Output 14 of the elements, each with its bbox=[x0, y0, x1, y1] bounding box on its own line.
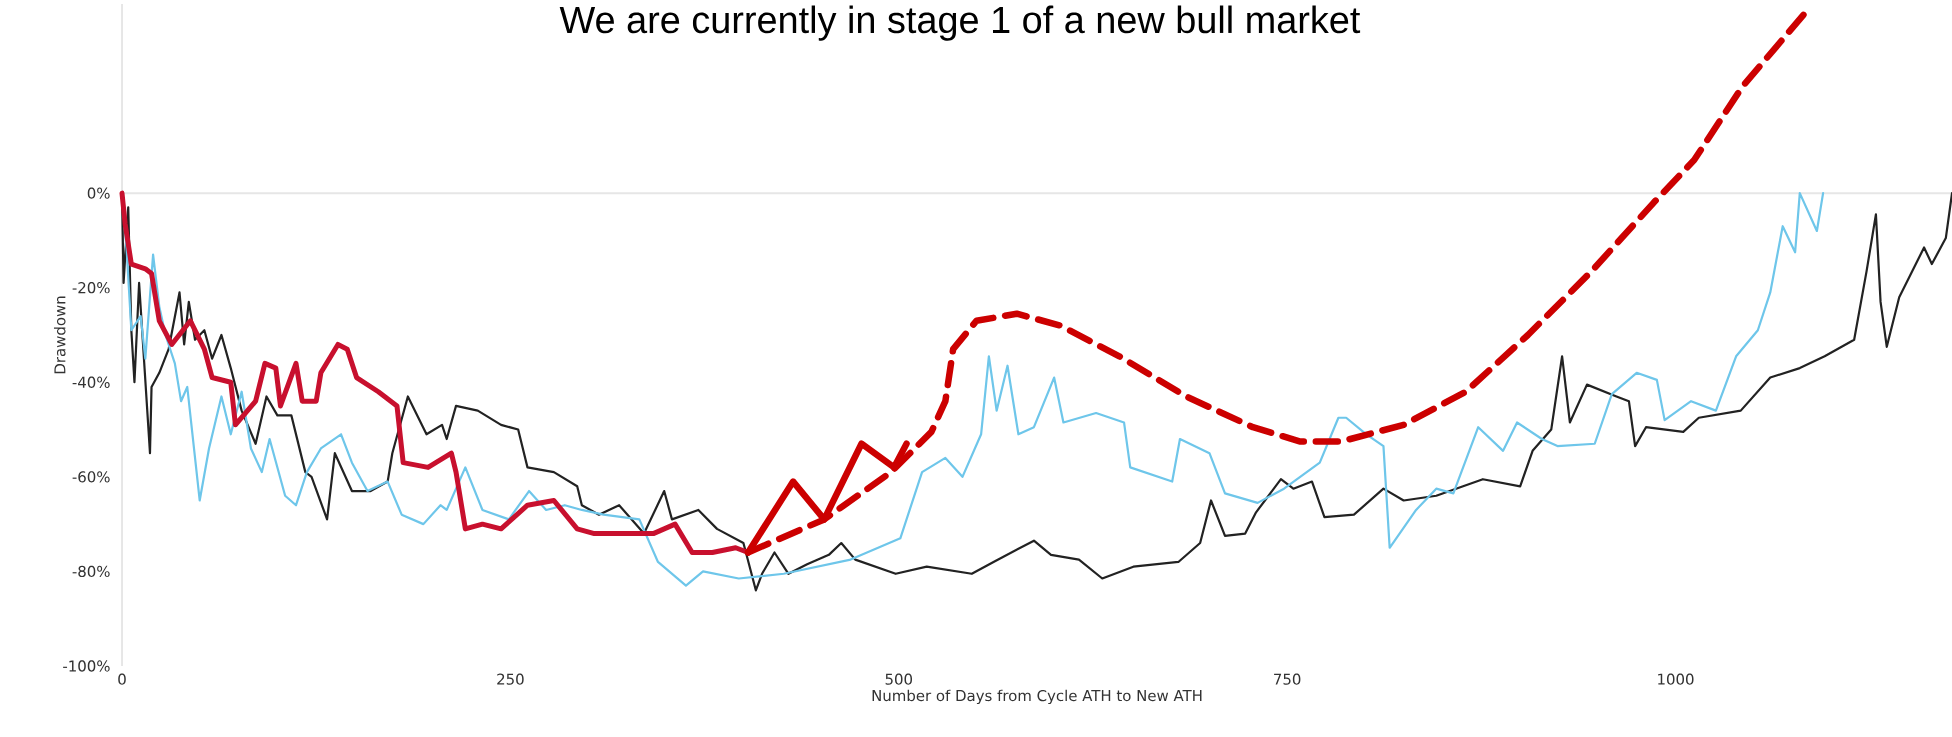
y-tick-label: -80% bbox=[72, 565, 110, 578]
chart-title: We are currently in stage 1 of a new bull market bbox=[559, 5, 1361, 41]
y-tick-label: 0% bbox=[87, 187, 110, 199]
x-tick-label: 0 bbox=[118, 673, 126, 685]
x-tick-label: 750 bbox=[1274, 673, 1301, 685]
y-tick-label: -60% bbox=[72, 471, 110, 483]
x-axis-title: Number of Days from Cycle ATH to New ATH bbox=[872, 689, 1202, 705]
y-tick-label: -40% bbox=[72, 376, 110, 388]
x-tick-label: 250 bbox=[497, 673, 524, 685]
y-axis-title: Drawdown bbox=[53, 296, 66, 374]
y-tick-label: -20% bbox=[72, 282, 110, 294]
y-tick-label: -100% bbox=[63, 660, 110, 672]
x-tick-label: 1000 bbox=[1658, 673, 1694, 685]
x-tick-label: 500 bbox=[885, 673, 913, 685]
